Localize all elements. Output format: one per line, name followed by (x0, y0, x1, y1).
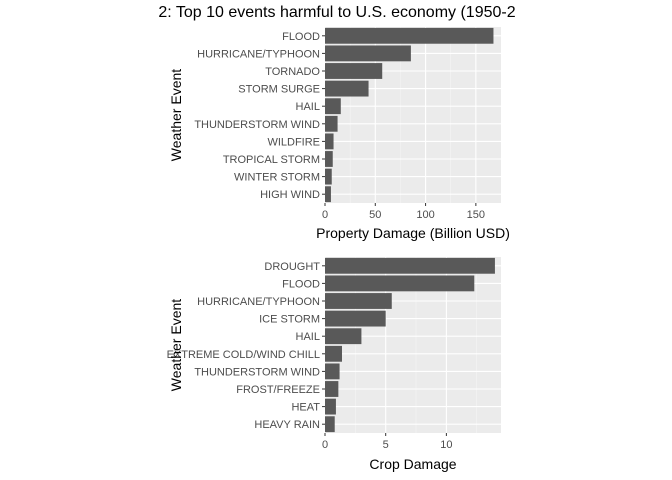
bar (325, 381, 339, 397)
y-tick-label: STORM SURGE (238, 84, 320, 96)
bar (325, 115, 338, 132)
crop-damage-panel: DROUGHT FLOOD HURRICANE/TYPHOON ICE STORM HA… (167, 257, 501, 472)
bar (325, 328, 362, 345)
y-tick-label: HAIL (296, 101, 320, 113)
y-tick-label: HURRICANE/TYPHOON (197, 48, 320, 60)
bar (325, 398, 336, 415)
x-tick-label: 5 (383, 439, 389, 451)
bar (325, 186, 331, 203)
bar (325, 63, 383, 79)
x-tick-label: 150 (467, 209, 485, 221)
y-tick-label: FLOOD (282, 31, 320, 43)
x-tick-label: 10 (440, 439, 452, 451)
x-axis-title: Crop Damage (369, 456, 456, 472)
bar (325, 80, 369, 97)
y-tick-label: ICE STORM (259, 314, 320, 326)
bar (325, 98, 341, 115)
bar (325, 27, 494, 44)
y-axis-title: Weather Event (168, 299, 184, 391)
bar (325, 363, 340, 380)
bar (325, 257, 495, 274)
y-tick-label: WILDFIRE (267, 136, 320, 148)
y-tick-label: HEAVY RAIN (254, 419, 320, 431)
y-tick-label: FLOOD (282, 278, 320, 290)
bar (325, 168, 332, 185)
y-tick-label: FROST/FREEZE (236, 384, 320, 396)
y-tick-label: WINTER STORM (234, 172, 320, 184)
bar (325, 133, 334, 150)
chart-title: 2: Top 10 events harmful to U.S. economy… (158, 4, 515, 21)
x-tick-label: 0 (322, 439, 328, 451)
bar (325, 345, 342, 362)
y-tick-label: EXTREME COLD/WIND CHILL (167, 349, 320, 361)
bar (325, 293, 392, 309)
x-tick-label: 50 (369, 209, 381, 221)
y-tick-label: TORNADO (265, 66, 320, 78)
y-tick-label: DROUGHT (264, 261, 320, 273)
y-tick-label: HURRICANE/TYPHOON (197, 296, 320, 308)
bar (325, 416, 335, 433)
property-damage-panel: FLOOD HURRICANE/TYPHOON TORNADO STORM SURGE… (168, 27, 510, 241)
x-tick-label: 100 (416, 209, 434, 221)
y-axis-title: Weather Event (168, 69, 184, 161)
bar (325, 275, 475, 292)
y-tick-label: HIGH WIND (260, 189, 320, 201)
y-tick-label: THUNDERSTORM WIND (194, 366, 320, 378)
bar (325, 310, 386, 327)
x-tick-label: 0 (322, 209, 328, 221)
x-axis-title: Property Damage (Billion USD) (316, 225, 510, 241)
y-tick-label: HEAT (291, 402, 320, 414)
y-tick-label: THUNDERSTORM WIND (194, 119, 320, 131)
y-tick-label: TROPICAL STORM (223, 154, 320, 166)
y-tick-label: HAIL (296, 331, 320, 343)
bar (325, 151, 333, 167)
bar (325, 45, 411, 62)
